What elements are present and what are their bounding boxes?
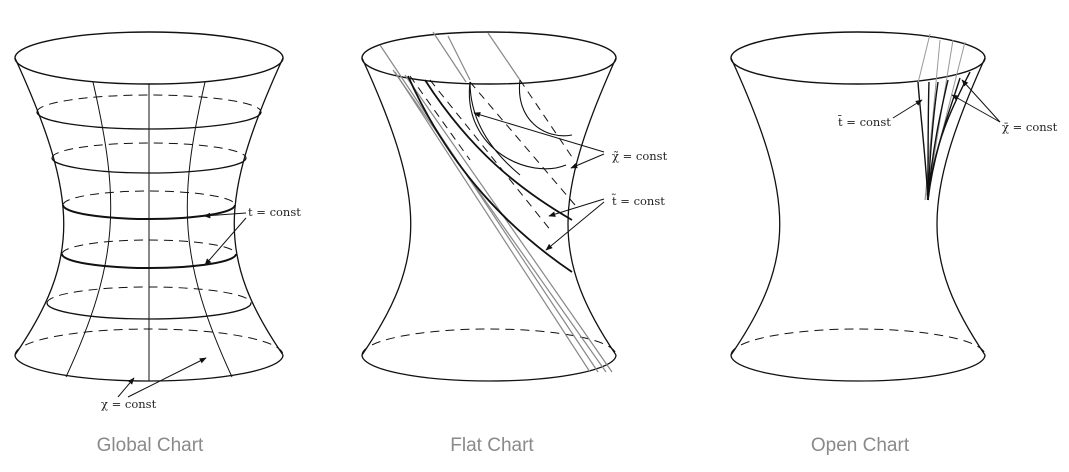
open-top-rim [730, 31, 986, 85]
global-top-rim [14, 31, 284, 85]
open-chi-const-label: χ̄ = const [1002, 120, 1058, 134]
open-hyperboloid-right-edge [936, 57, 986, 356]
flat-t-const-label: t̃ = const [612, 194, 666, 208]
open-bottom-rim-front [730, 354, 986, 382]
flat-hyperboloid-left-edge [361, 57, 412, 356]
flat-chart-caption: Flat Chart [450, 435, 534, 456]
flat-bottom-rim-back [361, 328, 617, 356]
open-hyperboloid-left-edge [730, 57, 781, 356]
flat-t-const-curves [407, 75, 573, 273]
flat-chi-const-label: χ̃ = const [612, 149, 668, 163]
flat-bottom-rim-front [361, 354, 617, 382]
open-chart-caption: Open Chart [811, 435, 910, 456]
open-bottom-rim-back [730, 328, 986, 356]
open-t-const-label: t̄ = const [838, 115, 892, 129]
global-hyperboloid-left-edge [14, 57, 65, 356]
global-chart-caption: Global Chart [97, 435, 204, 456]
flat-top-rim [361, 31, 617, 85]
flat-chart-panel [361, 31, 617, 382]
flat-dashed-back-lines [409, 75, 576, 233]
open-fan-curves [917, 71, 971, 201]
flat-chi-const-curves [468, 79, 573, 176]
flat-null-lines [379, 31, 613, 373]
global-chi-const-meridians [65, 81, 233, 381]
global-chart-panel [14, 31, 284, 398]
flat-hyperboloid-right-edge [567, 57, 617, 356]
global-hyperboloid-right-edge [233, 57, 284, 356]
open-null-lines [917, 33, 966, 201]
global-t-const-label: t = const [248, 205, 301, 219]
open-chart-panel [730, 31, 1001, 382]
global-chi-const-label: χ = const [101, 397, 157, 411]
